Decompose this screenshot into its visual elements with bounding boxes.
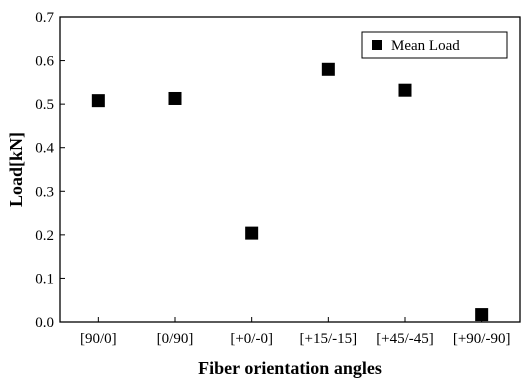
y-tick-label: 0.1 (35, 271, 54, 287)
y-tick-label: 0.0 (35, 315, 54, 331)
y-tick-label: 0.5 (35, 97, 54, 113)
legend-box (361, 31, 508, 59)
x-tick-label: [+0/-0] (230, 331, 273, 347)
data-point (91, 94, 105, 108)
y-axis-title: Load[kN] (6, 132, 26, 207)
y-axis-ticks: 0.0 0.1 0.2 0.3 0.4 0.5 0.6 0.7 (35, 10, 65, 331)
x-axis-title: Fiber orientation angles (198, 358, 382, 378)
plot-frame (59, 16, 521, 323)
legend-marker (372, 40, 382, 50)
x-tick-label: [90/0] (80, 331, 117, 347)
data-point (321, 62, 335, 76)
y-tick-label: 0.7 (35, 10, 54, 26)
data-point (168, 91, 182, 105)
x-tick-label: [+15/-15] (300, 331, 358, 347)
x-axis-ticks: [90/0] [0/90] [+0/-0] [+15/-15] [+45/-45] [+9… (80, 317, 510, 347)
legend-label: Mean Load (391, 38, 460, 54)
data-point (245, 226, 259, 240)
y-tick-label: 0.3 (35, 184, 54, 200)
legend: Mean Load (361, 31, 508, 59)
x-tick-label: [+90/-90] (453, 331, 511, 347)
y-tick-label: 0.2 (35, 228, 54, 244)
data-point (475, 308, 489, 322)
y-tick-label: 0.4 (35, 141, 54, 157)
x-tick-label: [0/90] (157, 331, 194, 347)
x-tick-label: [+45/-45] (376, 331, 434, 347)
data-points (91, 62, 489, 322)
data-point (398, 83, 412, 97)
y-tick-label: 0.6 (35, 54, 54, 70)
